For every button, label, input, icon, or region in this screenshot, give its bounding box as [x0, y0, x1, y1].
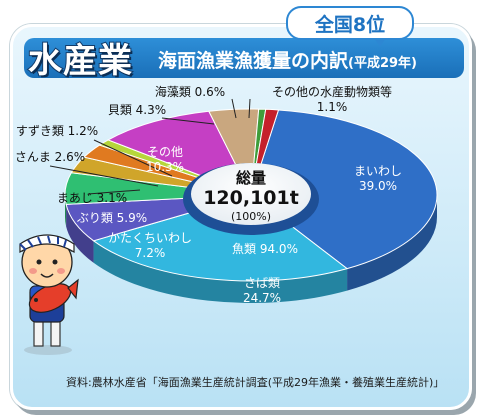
slice-label-7: その他 10.3%	[146, 145, 184, 174]
source-note: 資料:農林水産省「海面漁業生産統計調査(平成29年漁業・養殖業生産統計)」	[66, 376, 445, 389]
pie-slice-0	[250, 109, 438, 270]
slice-label-value-7: 10.3%	[146, 160, 184, 174]
leader-line-5	[49, 165, 159, 187]
slice-labels: まいわし 39.0% さば類 24.7% かたくちいわし 7.2% ぶり類 5.9% まあじ …	[15, 84, 402, 305]
slice-label-4: まあじ 3.1%	[57, 191, 127, 205]
slice-label-name-1: さば類	[244, 276, 280, 290]
slice-label-5: さんま 2.6%	[15, 150, 85, 164]
leader-line-10	[248, 98, 251, 119]
page-title: 水産業	[27, 40, 133, 82]
leader-line-9	[231, 98, 237, 119]
center-label: 総量	[236, 169, 266, 187]
slice-label-9: 海藻類 0.6%	[155, 84, 225, 99]
pie-side-0	[347, 195, 437, 291]
subtitle-text: 海面漁業漁獲量の内訳	[158, 50, 349, 72]
slice-label-name-10: その他の水産動物類等	[272, 84, 392, 99]
title-band	[24, 38, 464, 78]
leader-lines	[49, 98, 251, 195]
pie-side-2	[66, 204, 94, 263]
slice-label-2: かたくちいわし 7.2%	[108, 231, 192, 260]
subtitle-year: (平成29年)	[348, 56, 417, 71]
leader-line-8	[161, 117, 215, 125]
center-pct: (100%)	[231, 210, 271, 223]
mascot-fisherman	[19, 234, 79, 355]
slice-label-0: まいわし 39.0%	[354, 164, 402, 193]
slice-label-8: 貝類 4.3%	[108, 103, 166, 117]
slice-label-name-2: かたくちいわし	[108, 231, 192, 245]
slice-label-3: ぶり類 5.9%	[77, 211, 147, 225]
center-disc	[191, 163, 311, 225]
leader-line-6	[93, 139, 173, 177]
pie-side-1	[93, 240, 348, 304]
group-label: 魚類 94.0%	[232, 242, 298, 256]
slice-label-name-7: その他	[147, 145, 183, 159]
pie-slice-1	[92, 194, 349, 282]
rank-badge: 全国8位	[286, 6, 414, 47]
slice-label-6: すずき類 1.2%	[16, 124, 98, 138]
slice-label-name-0: まいわし	[354, 164, 402, 178]
slice-label-value-2: 7.2%	[135, 246, 166, 260]
slice-label-value-0: 39.0%	[359, 179, 397, 193]
slice-label-value-10: 1.1%	[317, 100, 348, 114]
slice-label-value-1: 24.7%	[243, 291, 281, 305]
pie-top-layer	[64, 108, 438, 282]
leader-line-4	[87, 189, 141, 195]
slice-label-1: さば類 24.7%	[243, 276, 281, 305]
chart-subtitle: 海面漁業漁獲量の内訳(平成29年)	[158, 46, 417, 73]
slice-label-10: その他の水産動物類等 1.1%	[272, 84, 392, 114]
center-value: 120,101t	[203, 187, 299, 209]
